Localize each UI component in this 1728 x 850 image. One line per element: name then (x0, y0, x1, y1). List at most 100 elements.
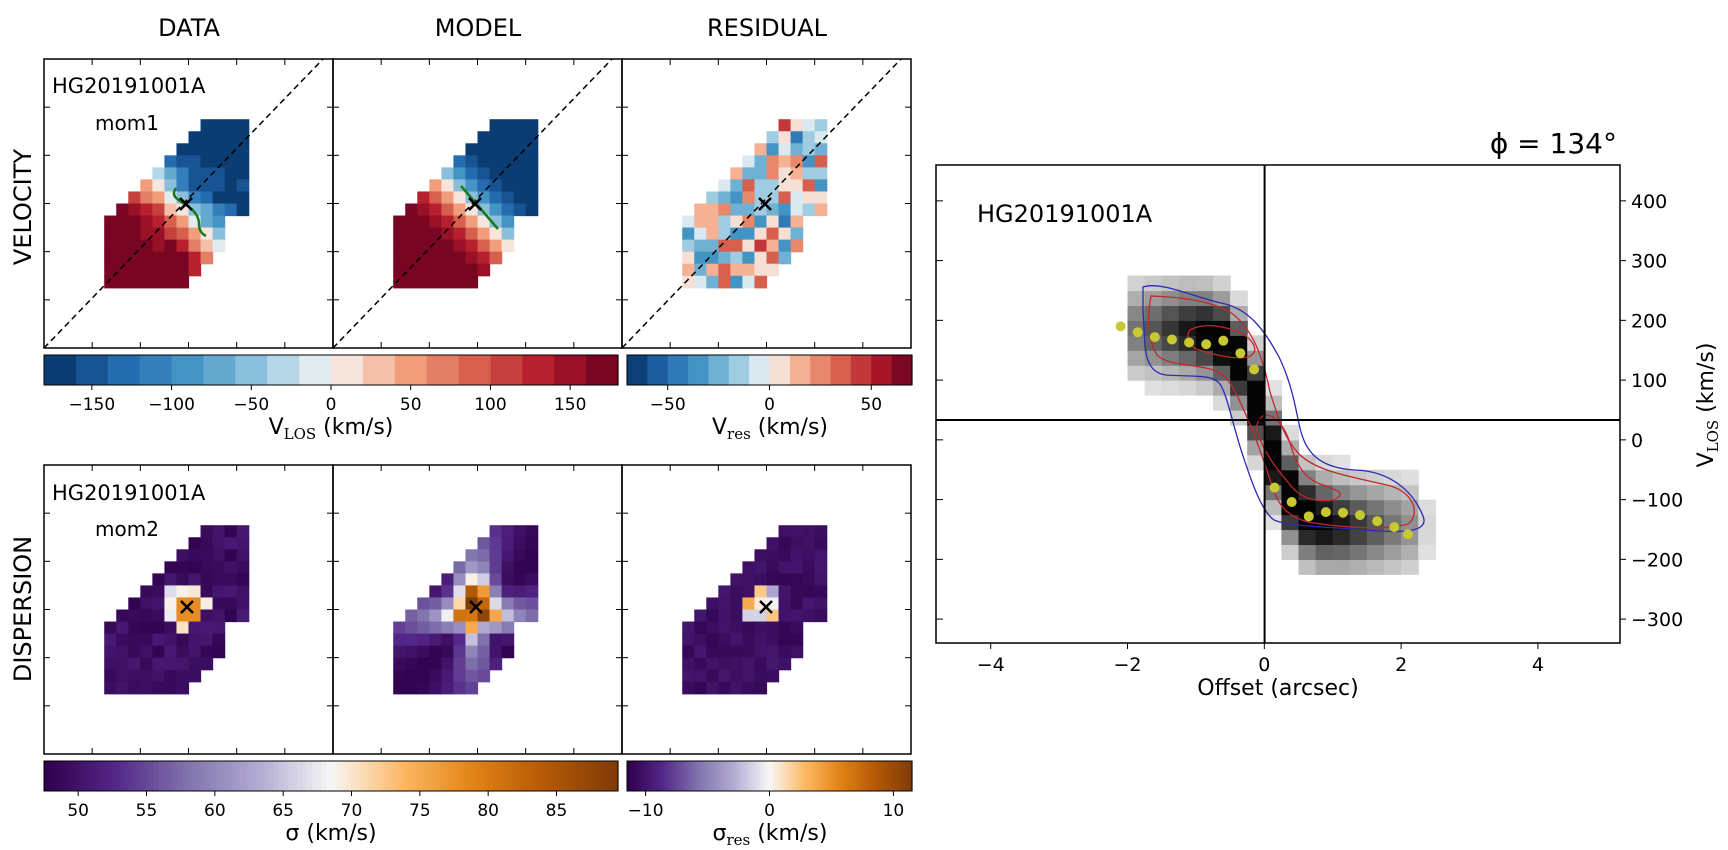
map-pixel (116, 263, 129, 277)
map-pixel (453, 585, 467, 599)
map-pixel (224, 131, 238, 144)
colorbar-segment (555, 761, 562, 791)
colorbar-segment (560, 761, 566, 791)
map-pixel (802, 143, 816, 156)
map-pixel (152, 657, 166, 671)
map-pixel (212, 239, 226, 253)
map-pixel (441, 203, 455, 217)
map-pixel (754, 573, 768, 587)
map-pixel (489, 239, 503, 253)
map-pixel (236, 167, 250, 181)
map-pixel (224, 549, 238, 562)
map-pixel (128, 633, 141, 647)
map-pixel (104, 227, 117, 241)
map-pixel (766, 633, 780, 647)
pv-pixel (1366, 529, 1385, 546)
map-pixel (212, 215, 226, 229)
colorbar-segment (163, 761, 169, 791)
map-pixel (453, 645, 467, 659)
map-pixel (212, 203, 226, 217)
colorbar-segment (717, 761, 721, 791)
map-pixel (778, 561, 792, 574)
map-pixel (790, 573, 804, 587)
map-pixel (706, 239, 719, 253)
map-pixel (140, 633, 153, 647)
map-pixel (236, 549, 250, 562)
map-pixel (814, 585, 828, 599)
map-pixel (417, 251, 430, 265)
map-pixel (441, 597, 455, 611)
map-pixel (501, 215, 515, 229)
map-pixel (200, 191, 214, 205)
map-pixel (176, 549, 190, 562)
map-pixel (477, 215, 491, 229)
map-pixel (393, 633, 406, 647)
map-pixel (489, 633, 503, 647)
pv-pixel (1349, 529, 1368, 546)
map-pixel (429, 597, 442, 611)
colorbar-segment (662, 761, 666, 791)
map-pixel (730, 645, 744, 659)
pv-pixel (1127, 290, 1146, 307)
map-pixel (236, 143, 250, 156)
pv-pixel (1281, 469, 1300, 486)
map-pixel (188, 621, 202, 635)
map-pixel (224, 537, 238, 550)
map-pixel (152, 275, 166, 289)
map-pixel (164, 239, 178, 253)
map-pixel (453, 597, 467, 611)
colorbar-segment (460, 761, 466, 791)
colorbar-segment (710, 761, 714, 791)
map-pixel (164, 585, 178, 599)
colorbar-segment (714, 761, 718, 791)
map-pixel (417, 263, 430, 277)
map-pixel (453, 609, 467, 623)
map-pixel (718, 609, 731, 623)
map-pixel (152, 597, 166, 611)
map-pixel (212, 573, 226, 587)
colorbar-segment (469, 761, 476, 791)
velocity-data-zero-velocity-curve (172, 187, 207, 238)
map-pixel (790, 239, 804, 253)
velocity-model-pixels (393, 119, 539, 289)
pv-y-tick-label: 0 (1631, 430, 1643, 452)
map-pixel (188, 645, 202, 659)
map-pixel (188, 191, 202, 205)
map-pixel (453, 155, 467, 168)
map-pixel (140, 609, 153, 623)
map-pixel (790, 203, 804, 217)
colorbar-sres-segments (627, 761, 913, 791)
map-pixel (164, 609, 178, 623)
pv-x-tick-label: −2 (1114, 654, 1142, 676)
map-pixel (164, 645, 178, 659)
colorbar-tick-label: 55 (136, 801, 158, 821)
colorbar-segment (703, 761, 706, 791)
map-pixel (200, 227, 214, 241)
map-pixel (200, 215, 214, 229)
colorbar-vlos-segments (44, 355, 619, 385)
map-pixel (188, 633, 202, 647)
map-pixel (778, 167, 792, 181)
colorbar-segment (722, 761, 725, 791)
colorbar-segment (107, 355, 141, 385)
colorbar-sigma-segments (44, 761, 619, 791)
map-pixel (104, 621, 117, 635)
colorbar-segment (134, 761, 141, 791)
colorbar-segment (359, 761, 366, 791)
map-pixel (754, 561, 768, 574)
velocity-residual-pa-line (621, 58, 902, 349)
map-pixel (766, 167, 780, 181)
map-pixel (116, 227, 129, 241)
map-pixel (128, 203, 141, 217)
map-pixel (236, 191, 250, 205)
map-pixel (429, 633, 442, 647)
colorbar-segment (278, 761, 284, 791)
map-pixel (778, 573, 792, 587)
map-pixel (429, 669, 442, 683)
map-pixel (814, 573, 828, 587)
map-pixel (513, 561, 527, 574)
pv-pixel (1298, 469, 1317, 486)
map-pixel (140, 621, 153, 635)
map-pixel (742, 203, 756, 217)
pv-point (1218, 335, 1229, 346)
